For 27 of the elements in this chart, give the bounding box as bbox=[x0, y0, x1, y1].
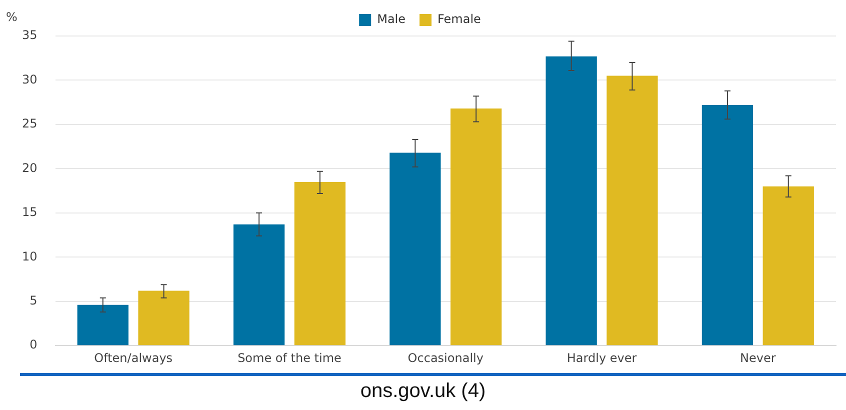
x-tick-label: Some of the time bbox=[238, 350, 342, 365]
x-tick-label: Hardly ever bbox=[566, 350, 637, 365]
y-tick-label: 15 bbox=[22, 205, 38, 220]
legend-label: Male bbox=[377, 12, 406, 26]
y-tick-label: 0 bbox=[30, 338, 38, 352]
y-tick-label: 30 bbox=[22, 72, 38, 86]
bar bbox=[77, 304, 128, 346]
bar bbox=[450, 108, 502, 346]
bar bbox=[546, 56, 597, 346]
y-axis-title: % bbox=[6, 10, 18, 24]
bar bbox=[390, 152, 441, 346]
bar bbox=[233, 224, 285, 346]
bar bbox=[294, 182, 346, 346]
y-tick-label: 5 bbox=[30, 293, 38, 308]
y-tick-label: 35 bbox=[22, 28, 38, 42]
y-tick-label: 10 bbox=[22, 249, 38, 264]
bar bbox=[762, 186, 814, 346]
x-tick-label: Occasionally bbox=[408, 350, 484, 365]
bar bbox=[606, 76, 658, 346]
bar bbox=[138, 290, 190, 346]
x-tick-label: Often/always bbox=[94, 350, 173, 365]
text: ons.gov.uk (4) bbox=[359, 380, 487, 403]
x-tick-label: Never bbox=[740, 350, 776, 365]
legend-label: Female bbox=[438, 12, 481, 26]
bar bbox=[702, 104, 754, 346]
y-tick-label: 20 bbox=[22, 160, 38, 175]
y-tick-label: 25 bbox=[22, 116, 38, 131]
